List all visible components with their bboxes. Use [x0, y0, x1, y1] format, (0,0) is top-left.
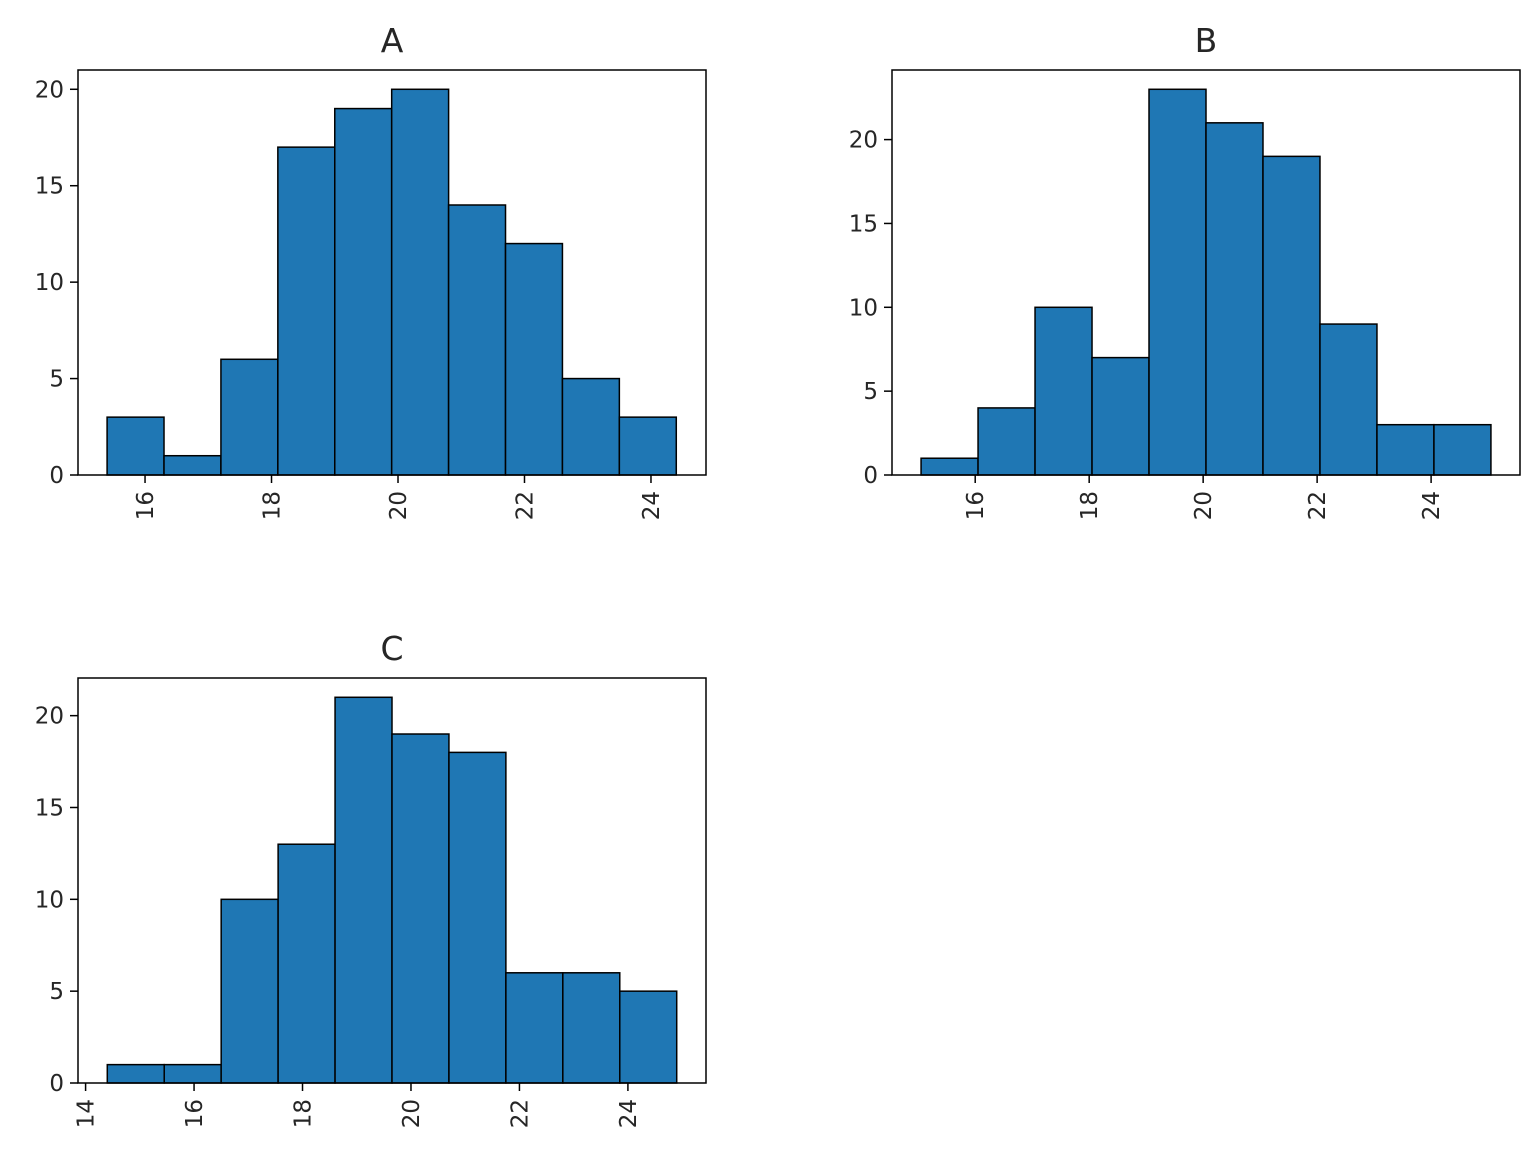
x-tick-label: 16 [133, 491, 159, 520]
x-tick-label: 20 [1191, 491, 1217, 520]
histogram-bar [163, 1063, 222, 1084]
y-tick-label: 15 [35, 174, 64, 200]
x-tick-label: 18 [291, 1099, 317, 1128]
x-tick-label: 18 [1077, 491, 1103, 520]
x-tick-label: 20 [386, 491, 412, 520]
axes-frame [891, 69, 1521, 476]
x-tick-label: 24 [616, 1099, 642, 1128]
histogram-panel-c: C 0 5 10 15 20 14 16 18 20 22 24 [35, 629, 707, 1128]
histogram-bar [106, 416, 165, 476]
chart-title: A [381, 21, 404, 60]
x-tick-label: 22 [507, 1099, 533, 1128]
x-tick-label: 18 [260, 491, 286, 520]
histogram-bar [448, 751, 507, 1084]
histogram-bar [1319, 323, 1378, 476]
histogram-bar [1091, 356, 1150, 476]
histogram-bar [920, 457, 979, 476]
y-tick-label: 10 [35, 270, 64, 296]
histogram-bar [334, 696, 393, 1084]
histogram-bar [619, 990, 678, 1084]
y-tick-label: 0 [49, 463, 64, 489]
histogram-bar [334, 107, 393, 476]
histogram-bar [1433, 423, 1492, 476]
histogram-bar [277, 146, 336, 476]
histogram-bar [1148, 88, 1207, 476]
y-tick-label: 0 [863, 463, 878, 489]
histogram-bar [1376, 423, 1435, 476]
x-tick-label: 14 [74, 1099, 100, 1128]
y-tick-label: 5 [863, 379, 878, 405]
x-tick-label: 16 [963, 491, 989, 520]
histogram-bar [447, 204, 507, 476]
y-tick-label: 5 [49, 367, 64, 393]
x-tick-label: 20 [399, 1099, 425, 1128]
y-tick-label: 15 [35, 795, 64, 821]
histogram-bar [106, 1063, 165, 1084]
histogram-panel-a: A 0 5 10 15 20 16 18 20 22 24 [35, 21, 707, 520]
y-tick-label: 5 [49, 979, 64, 1005]
y-tick-label: 0 [49, 1071, 64, 1097]
histogram-bar [390, 88, 450, 476]
y-tick-label: 20 [35, 77, 64, 103]
x-tick-label: 22 [1305, 491, 1331, 520]
histogram-panel-b: B 0 5 10 15 20 16 18 20 22 24 [849, 21, 1521, 520]
chart-title: C [380, 629, 403, 668]
histogram-bar [1262, 155, 1321, 476]
histogram-bar [562, 972, 621, 1084]
axes-frame [77, 69, 707, 476]
histogram-bar [1034, 306, 1093, 476]
y-tick-label: 20 [35, 704, 64, 730]
x-tick-label: 16 [182, 1099, 208, 1128]
histogram-bar [561, 377, 621, 476]
histogram-bar [505, 972, 564, 1084]
histogram-bar [618, 416, 678, 476]
x-tick-label: 24 [639, 491, 665, 520]
histogram-bar [277, 843, 336, 1084]
histogram-bar [220, 898, 279, 1084]
histogram-bar [1205, 122, 1264, 476]
histogram-bar [977, 407, 1036, 476]
histogram-bar [163, 454, 222, 476]
chart-title: B [1195, 21, 1218, 60]
y-tick-label: 20 [849, 128, 878, 154]
y-tick-label: 10 [35, 887, 64, 913]
histogram-bar [220, 358, 279, 476]
x-tick-label: 22 [512, 491, 538, 520]
histogram-bar [391, 733, 450, 1084]
axes-frame [77, 677, 707, 1084]
y-tick-label: 15 [849, 211, 878, 237]
y-tick-label: 10 [849, 295, 878, 321]
histogram-bar [504, 242, 564, 476]
x-tick-label: 24 [1419, 491, 1445, 520]
